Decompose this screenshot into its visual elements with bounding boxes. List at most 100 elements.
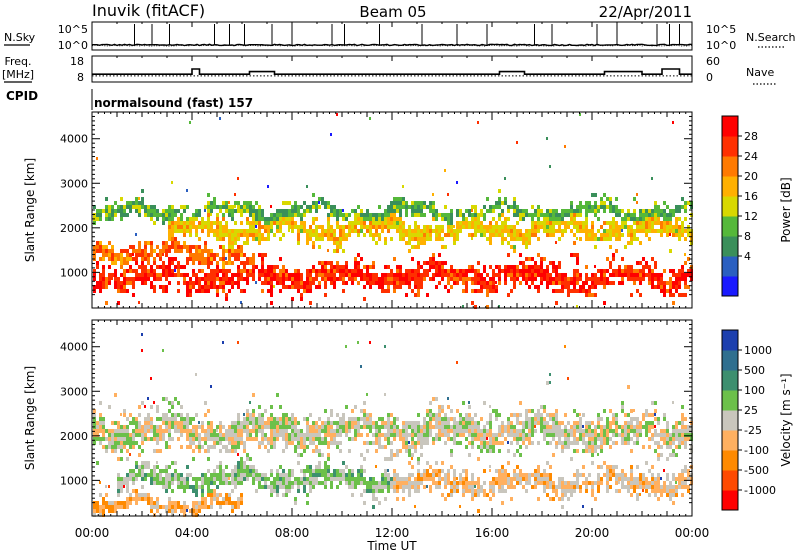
echo-cell (528, 269, 531, 273)
echo-cell (663, 217, 666, 221)
echo-cell (384, 225, 387, 229)
echo-cell (345, 429, 348, 433)
echo-cell (261, 261, 264, 265)
echo-cell (108, 273, 111, 277)
echo-cell (219, 229, 222, 233)
echo-cell (684, 277, 687, 281)
echo-cell (399, 269, 402, 273)
echo-cell (123, 481, 126, 485)
echo-cell (144, 465, 147, 469)
echo-cell (387, 417, 390, 421)
echo-cell (549, 477, 552, 481)
echo-cell (312, 429, 315, 433)
echo-cell (555, 289, 558, 293)
echo-cell (384, 425, 387, 429)
echo-cell (408, 461, 411, 465)
echo-cell (579, 413, 581, 416)
echo-cell (555, 269, 558, 273)
echo-cell (168, 213, 171, 217)
echo-cell (219, 117, 221, 120)
echo-cell (477, 281, 480, 285)
echo-cell (336, 473, 339, 477)
echo-cell (102, 501, 105, 505)
echo-cell (438, 425, 441, 429)
echo-cell (582, 473, 585, 477)
echo-cell (390, 413, 393, 417)
echo-cell (300, 293, 303, 297)
echo-cell (111, 257, 114, 261)
echo-cell (117, 285, 120, 289)
echo-cell (441, 425, 444, 429)
echo-cell (567, 497, 570, 501)
echo-cell (552, 261, 555, 265)
echo-cell (210, 425, 213, 429)
echo-cell (120, 485, 123, 489)
echo-cell (549, 213, 552, 217)
echo-cell (606, 197, 609, 201)
range-tick-label: 1000 (60, 266, 88, 279)
echo-cell (654, 229, 657, 233)
echo-cell (603, 285, 606, 289)
echo-cell (357, 253, 360, 257)
echo-cell (129, 253, 132, 257)
echo-cell (441, 217, 444, 221)
echo-cell (99, 209, 102, 213)
echo-cell (366, 273, 369, 277)
echo-cell (327, 225, 330, 229)
echo-cell (453, 237, 456, 241)
echo-cell (651, 281, 654, 285)
echo-cell (186, 509, 188, 512)
echo-cell (96, 433, 99, 437)
echo-cell (360, 493, 363, 497)
echo-cell (237, 229, 240, 233)
echo-cell (501, 441, 504, 445)
echo-cell (111, 245, 114, 249)
echo-cell (294, 213, 297, 217)
echo-cell (102, 505, 105, 509)
echo-cell (390, 481, 393, 485)
echo-cell (111, 277, 113, 280)
echo-cell (336, 241, 339, 245)
echo-cell (471, 421, 474, 425)
echo-cell (270, 417, 273, 421)
echo-cell (249, 261, 252, 265)
echo-cell (156, 461, 158, 464)
echo-cell (618, 481, 620, 484)
echo-cell (453, 477, 456, 481)
echo-cell (279, 421, 282, 425)
echo-cell (465, 469, 468, 473)
echo-cell (444, 441, 447, 445)
echo-cell (435, 225, 438, 229)
echo-cell (108, 249, 111, 253)
echo-cell (600, 201, 603, 205)
echo-cell (300, 213, 303, 217)
echo-cell (261, 485, 264, 489)
echo-cell (234, 233, 237, 237)
echo-cell (447, 481, 450, 485)
echo-cell (294, 285, 297, 289)
echo-cell (279, 417, 282, 421)
echo-cell (228, 281, 231, 285)
echo-cell (441, 261, 444, 265)
echo-cell (213, 497, 216, 501)
echo-cell (366, 225, 369, 229)
echo-cell (210, 505, 213, 509)
echo-cell (162, 349, 164, 352)
echo-cell (267, 265, 270, 269)
echo-cell (390, 213, 393, 217)
echo-cell (303, 201, 306, 205)
echo-cell (435, 237, 438, 241)
echo-cell (645, 221, 648, 225)
echo-cell (507, 205, 510, 209)
echo-cell (168, 229, 171, 233)
echo-cell (135, 417, 138, 421)
echo-cell (297, 441, 300, 445)
echo-cell (237, 249, 240, 253)
echo-cell (417, 473, 420, 477)
echo-cell (270, 437, 273, 441)
echo-cell (348, 273, 351, 277)
echo-cell (558, 221, 561, 225)
echo-cell (111, 505, 114, 509)
echo-cell (225, 225, 228, 229)
echo-cell (108, 429, 111, 433)
